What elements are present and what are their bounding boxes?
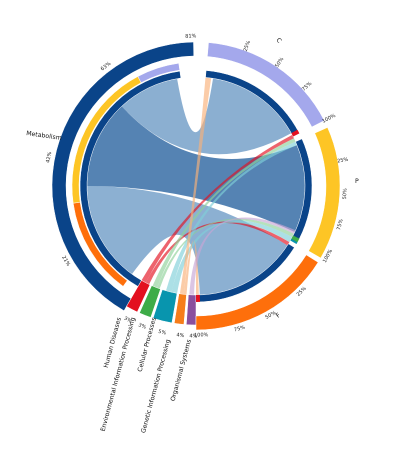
tick-label-left: 42% bbox=[45, 151, 53, 163]
c-outer-arc bbox=[207, 42, 325, 128]
chord-ribbons bbox=[87, 77, 306, 295]
metabolism-f-band bbox=[72, 201, 128, 287]
organismal-arc bbox=[186, 294, 197, 326]
tick-label-left: 3% bbox=[123, 316, 133, 325]
tick-label-right: 75% bbox=[301, 81, 313, 93]
metabolism-outer-arc bbox=[51, 41, 194, 312]
genetic-arc bbox=[173, 293, 187, 325]
tick-label-right: 75% bbox=[234, 324, 247, 333]
group-label-metabolism: Metabolism bbox=[26, 130, 62, 142]
environmental-arc bbox=[139, 285, 161, 318]
tick-label-right: 100% bbox=[321, 113, 337, 125]
group-label-c: C bbox=[274, 37, 282, 45]
f-outer-arc bbox=[195, 254, 319, 331]
tick-label-right: 50% bbox=[342, 188, 349, 200]
ribbon-genetic-f bbox=[183, 240, 199, 295]
p-outer-arc bbox=[308, 127, 341, 259]
tick-label-right: 50% bbox=[274, 56, 285, 69]
metabolism-inner-arc bbox=[79, 70, 182, 287]
cellular-arc bbox=[152, 289, 178, 324]
link-marker-4 bbox=[196, 294, 201, 302]
ribbon-metabolism-p bbox=[87, 106, 306, 233]
tick-label-left: 4% bbox=[189, 333, 197, 339]
tick-label-left: 81% bbox=[185, 33, 197, 39]
tick-label-right: 100% bbox=[194, 332, 209, 339]
group-arcs bbox=[51, 41, 341, 331]
link-marker-3 bbox=[290, 238, 298, 244]
ribbon-metabolism-f bbox=[87, 186, 288, 295]
group-label-organismal: Organismal Systems bbox=[170, 339, 193, 402]
human-diseases-arc bbox=[126, 280, 151, 313]
tick-label-right: 25% bbox=[337, 157, 349, 165]
tick-label-right: 25% bbox=[243, 40, 253, 53]
ribbon-metabolism-c bbox=[121, 78, 292, 155]
tick-label-left: 4% bbox=[176, 332, 185, 339]
metabolism-c-band bbox=[137, 62, 181, 84]
link-marker-2 bbox=[291, 235, 300, 243]
tick-label-right: 75% bbox=[336, 218, 345, 231]
ribbon-genetic-c bbox=[179, 77, 212, 295]
group-label-f: F bbox=[275, 312, 283, 320]
metabolism-p-band bbox=[71, 76, 142, 204]
group-label-p: P bbox=[355, 178, 359, 185]
link-marker-1 bbox=[291, 129, 300, 137]
tick-label-left: 5% bbox=[158, 329, 167, 337]
tick-labels: 81% 63% 42% 21% 3% 3% 5% 4% 4% 25% 50% 75% 100% 25% 50… bbox=[45, 33, 349, 339]
tick-label-left: 63% bbox=[100, 61, 113, 73]
tick-label-left: 3% bbox=[137, 322, 147, 331]
tick-label-right: 50% bbox=[264, 310, 277, 321]
tick-label-left: 21% bbox=[60, 255, 71, 268]
